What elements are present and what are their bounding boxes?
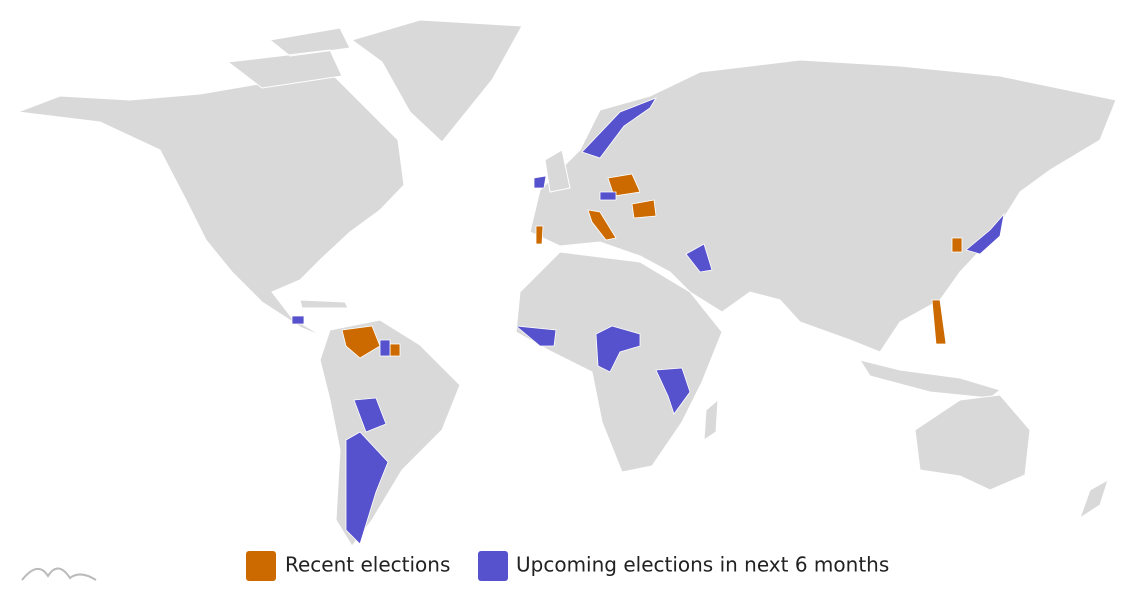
eurasia xyxy=(529,59,1117,353)
madagascar xyxy=(703,398,719,441)
logo xyxy=(21,567,97,581)
country xyxy=(951,237,963,253)
legend-swatch xyxy=(478,551,508,581)
legend-label: Upcoming elections in next 6 months xyxy=(516,553,889,577)
country xyxy=(685,243,713,273)
australia xyxy=(914,394,1031,491)
country xyxy=(965,212,1005,255)
country xyxy=(341,325,381,359)
country xyxy=(389,343,401,357)
country xyxy=(353,397,387,433)
north-america xyxy=(17,71,405,337)
new-zealand xyxy=(1079,478,1109,520)
land xyxy=(17,19,1117,547)
greenland xyxy=(350,19,523,143)
country xyxy=(291,315,305,325)
country xyxy=(607,173,641,197)
country xyxy=(581,97,657,159)
country xyxy=(533,175,547,189)
country xyxy=(599,191,617,201)
watermark xyxy=(21,567,97,581)
highlighted-countries xyxy=(291,97,1005,545)
africa xyxy=(515,251,723,473)
country xyxy=(595,325,641,373)
arctic-islands xyxy=(226,27,351,89)
legend-swatch xyxy=(246,551,276,581)
indonesia xyxy=(858,359,1002,399)
caribbean xyxy=(299,299,349,309)
country xyxy=(514,325,557,347)
country xyxy=(931,299,947,345)
country xyxy=(631,199,657,219)
country xyxy=(379,339,391,357)
country xyxy=(535,225,544,245)
country xyxy=(345,431,389,545)
country xyxy=(587,209,617,241)
legend-label: Recent elections xyxy=(285,553,450,577)
country xyxy=(655,367,691,415)
british-isles xyxy=(544,149,571,193)
legend: Recent elections Upcoming elections in n… xyxy=(246,551,889,581)
